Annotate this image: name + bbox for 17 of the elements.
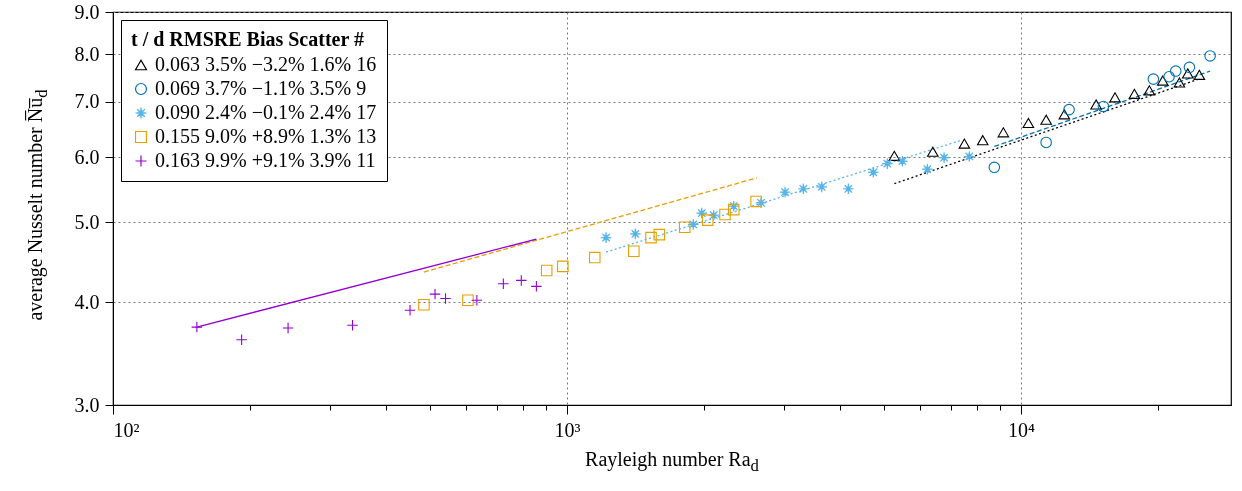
x-tick-label: 10³ bbox=[554, 418, 581, 441]
x-tick-label: 10⁴ bbox=[1008, 418, 1036, 441]
x-axis-title: Rayleigh number Ra$_{d}$ bbox=[584, 448, 760, 476]
legend-label: 0.155 9.0% +8.9% 1.3% 13 bbox=[155, 125, 377, 147]
x-tick-label: 10² bbox=[113, 418, 140, 441]
y-tick-label: 9.0 bbox=[74, 0, 100, 23]
y-tick-label: 4.0 bbox=[74, 290, 100, 313]
y-tick-label: 8.0 bbox=[74, 42, 100, 65]
legend-title: t / d RMSRE Bias Scatter # bbox=[131, 28, 364, 50]
y-tick-label: 7.0 bbox=[74, 90, 100, 113]
legend-label: 0.063 3.5% −3.2% 1.6% 16 bbox=[155, 53, 377, 75]
y-tick-label: 6.0 bbox=[74, 145, 100, 168]
y-tick-label: 5.0 bbox=[74, 210, 100, 233]
legend-label: 0.069 3.7% −1.1% 3.5% 9 bbox=[155, 77, 367, 99]
legend-label: 0.163 9.9% +9.1% 3.9% 11 bbox=[155, 149, 376, 171]
y-tick-label: 3.0 bbox=[74, 393, 100, 416]
legend-label: 0.090 2.4% −0.1% 2.4% 17 bbox=[155, 101, 377, 123]
